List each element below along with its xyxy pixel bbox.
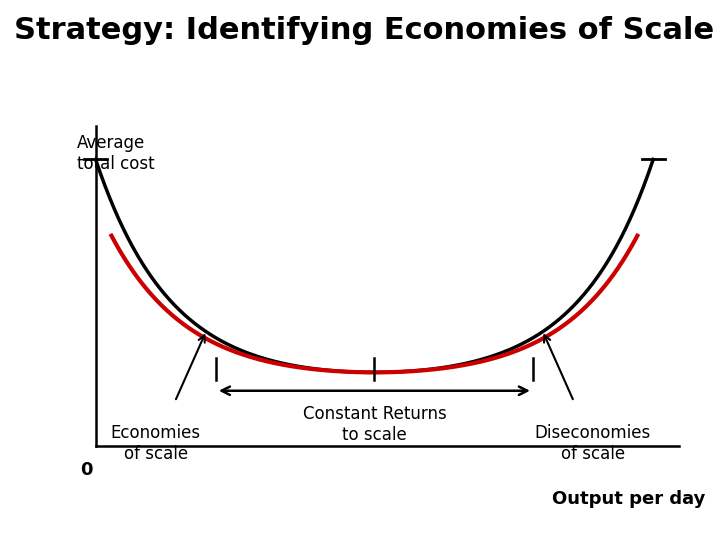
- Text: Average
total cost: Average total cost: [76, 134, 154, 172]
- Text: Diseconomies
of scale: Diseconomies of scale: [535, 424, 651, 463]
- Text: Economies
of scale: Economies of scale: [111, 424, 201, 463]
- Text: Output per day: Output per day: [552, 490, 706, 508]
- Text: 0: 0: [80, 461, 92, 478]
- Text: Constant Returns
to scale: Constant Returns to scale: [302, 406, 446, 444]
- Text: Strategy: Identifying Economies of Scale: Strategy: Identifying Economies of Scale: [14, 16, 714, 45]
